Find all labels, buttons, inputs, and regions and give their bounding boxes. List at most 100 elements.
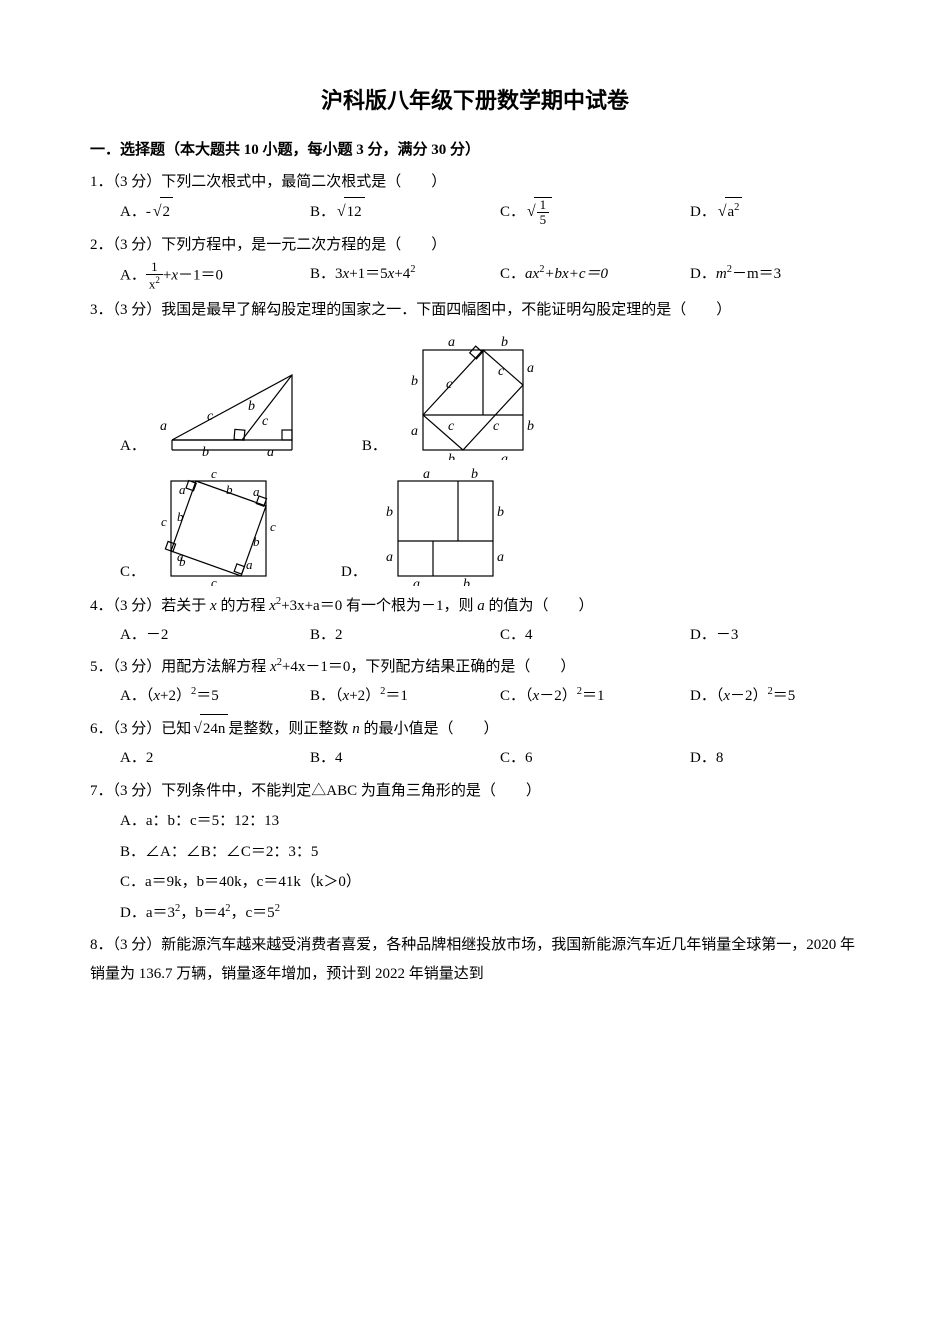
q2-b-pre: B．3 — [310, 266, 343, 282]
q2-b-suf: +4 — [394, 266, 410, 282]
q5a-x: x — [153, 688, 160, 704]
q3-a-label: A． — [120, 432, 146, 461]
q2-opt-a: A．1x2+x－1＝0 — [120, 260, 290, 292]
q4-opt-c: C．4 — [500, 621, 670, 650]
q1-opt-a: A．-2 — [120, 197, 290, 228]
q5d-x: x — [723, 688, 730, 704]
q7d-mid2: ，c＝5 — [231, 905, 275, 921]
q2-opt-b: B．3x+1＝5x+42 — [310, 260, 480, 292]
svg-text:b: b — [463, 577, 470, 586]
svg-text:c: c — [207, 409, 214, 424]
question-5: 5．（3 分）用配方法解方程 x2+4x－1＝0，下列配方结果正确的是（ ） — [90, 653, 860, 682]
svg-text:c: c — [493, 419, 500, 434]
q3-b-label: B． — [362, 432, 387, 461]
q5c-pre: C．（ — [500, 688, 533, 704]
svg-text:a: a — [267, 445, 274, 460]
svg-text:a: a — [527, 361, 534, 376]
q1-c-label: C． — [500, 204, 525, 220]
svg-text:b: b — [471, 467, 478, 482]
question-1-options: A．-2 B．12 C．15 D．a2 — [120, 197, 860, 228]
q5b-suf: +2） — [349, 688, 380, 704]
q4-a: a — [477, 598, 485, 614]
svg-text:b: b — [386, 505, 393, 520]
svg-text:b: b — [226, 482, 233, 497]
q5c-rhs: ＝1 — [582, 688, 605, 704]
svg-text:b: b — [527, 419, 534, 434]
svg-text:a: a — [413, 577, 420, 586]
q3-svg-c: c c c c ab ab ba ba — [151, 466, 281, 586]
q4-opt-d: D．－3 — [690, 621, 860, 650]
svg-text:c: c — [161, 514, 167, 529]
question-1: 1．（3 分）下列二次根式中，最简二次根式是（ ） — [90, 168, 860, 197]
q4-pre: 4．（3 分）若关于 — [90, 598, 210, 614]
q2-c-pre: C． — [500, 266, 525, 282]
q2-c-ax: ax — [525, 266, 539, 282]
q5b-rhs: ＝1 — [385, 688, 408, 704]
question-5-options: A．（x+2）2＝5 B．（x+2）2＝1 C．（x－2）2＝1 D．（x－2）… — [120, 682, 860, 711]
q5c-suf: －2） — [539, 688, 577, 704]
q4-opt-b: B．2 — [310, 621, 480, 650]
q7-opt-c: C．a＝9k，b＝40k，c＝41k（k＞0） — [120, 868, 860, 897]
svg-text:c: c — [262, 414, 269, 429]
q5d-rhs: ＝5 — [773, 688, 796, 704]
q5-pre: 5．（3 分）用配方法解方程 — [90, 659, 270, 675]
q6-n: n — [352, 721, 360, 737]
q6-opt-a: A．2 — [120, 744, 290, 773]
svg-text:a: a — [160, 419, 167, 434]
q3-fig-c: C． c c c c ab ab ba ba — [120, 466, 281, 586]
svg-text:a: a — [246, 557, 253, 572]
q3-svg-a: a b a b c c — [152, 360, 302, 460]
svg-text:a: a — [411, 424, 418, 439]
q6-rad: 24n — [200, 714, 229, 744]
q6-pre: 6．（3 分）已知 — [90, 721, 191, 737]
q5d-pre: D．（ — [690, 688, 723, 704]
q3-fig-a: A． a b a b c c — [120, 360, 302, 460]
svg-text:b: b — [202, 445, 209, 460]
question-7: 7．（3 分）下列条件中，不能判定△ABC 为直角三角形的是（ ） — [90, 777, 860, 806]
q4-mid2: +3x+a＝0 有一个根为－1，则 — [281, 598, 477, 614]
q5b-pre: B．（ — [310, 688, 343, 704]
q3-d-label: D． — [341, 558, 367, 587]
question-6-options: A．2 B．4 C．6 D．8 — [120, 744, 860, 773]
q2-d-pre: D． — [690, 266, 716, 282]
q1-d-label: D． — [690, 204, 716, 220]
svg-text:a: a — [179, 482, 186, 497]
svg-text:a: a — [448, 335, 455, 350]
q7-opt-d: D．a＝32，b＝42，c＝52 — [120, 899, 860, 928]
svg-text:c: c — [498, 364, 505, 379]
q1-opt-c: C．15 — [500, 197, 670, 228]
q6-opt-d: D．8 — [690, 744, 860, 773]
q5-opt-a: A．（x+2）2＝5 — [120, 682, 290, 711]
q7d-pre: D．a＝3 — [120, 905, 175, 921]
q5a-pre: A．（ — [120, 688, 153, 704]
svg-text:b: b — [448, 452, 455, 460]
q6-opt-c: C．6 — [500, 744, 670, 773]
q4-suf: 的值为（ ） — [485, 598, 594, 614]
question-6: 6．（3 分）已知24n是整数，则正整数 n 的最小值是（ ） — [90, 714, 860, 744]
q1-opt-b: B．12 — [310, 197, 480, 228]
q2-b-mid: +1＝5 — [349, 266, 387, 282]
section-1-title: 一．选择题（本大题共 10 小题，每小题 3 分，满分 30 分） — [90, 136, 860, 165]
svg-text:a: a — [386, 550, 393, 565]
question-7-options: A．a：b：c＝5：12：13 B．∠A：∠B：∠C＝2：3：5 C．a＝9k，… — [120, 807, 860, 927]
svg-text:b: b — [248, 399, 255, 414]
svg-text:a: a — [497, 550, 504, 565]
svg-text:a: a — [423, 467, 430, 482]
svg-text:b: b — [177, 509, 184, 524]
q3-svg-b: ab ab ba ba cc cc — [393, 330, 543, 460]
q1-a-label: A． — [120, 204, 146, 220]
svg-text:c: c — [448, 419, 455, 434]
svg-text:b: b — [411, 374, 418, 389]
question-8: 8．（3 分）新能源汽车越来越受消费者喜爱，各种品牌相继投放市场，我国新能源汽车… — [90, 931, 860, 988]
q5-opt-c: C．（x－2）2＝1 — [500, 682, 670, 711]
svg-text:a: a — [501, 452, 508, 460]
q3-svg-d: ab bb aa ab — [373, 466, 513, 586]
q5-opt-b: B．（x+2）2＝1 — [310, 682, 480, 711]
q7-opt-b: B．∠A：∠B：∠C＝2：3：5 — [120, 838, 860, 867]
q3-fig-b: B． ab ab ba ba cc cc — [362, 330, 543, 460]
q5a-rhs: ＝5 — [196, 688, 219, 704]
svg-text:b: b — [501, 335, 508, 350]
svg-text:a: a — [253, 484, 260, 499]
q5-x: x — [270, 659, 277, 675]
q6-suf: 的最小值是（ ） — [360, 721, 499, 737]
